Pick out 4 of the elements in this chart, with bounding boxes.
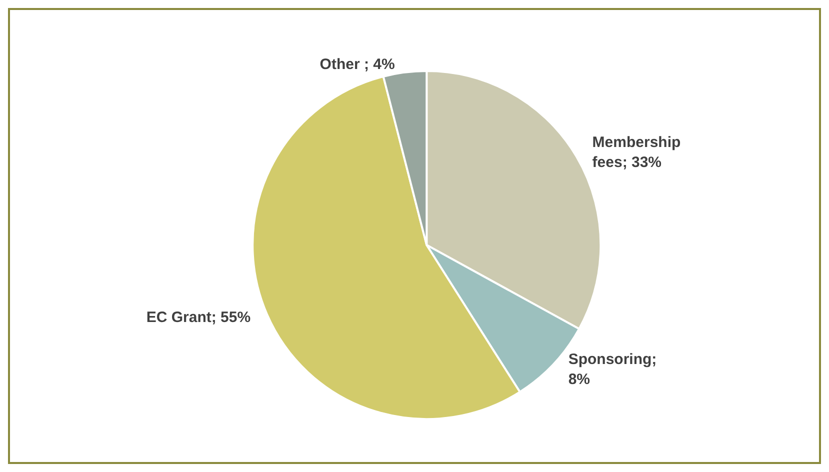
slice-label: Sponsoring; 8%: [568, 351, 661, 388]
slice-label: EC Grant; 55%: [146, 308, 251, 326]
slice-label: Membership fees; 33%: [592, 134, 685, 171]
slice-label: Other ; 4%: [320, 56, 395, 73]
